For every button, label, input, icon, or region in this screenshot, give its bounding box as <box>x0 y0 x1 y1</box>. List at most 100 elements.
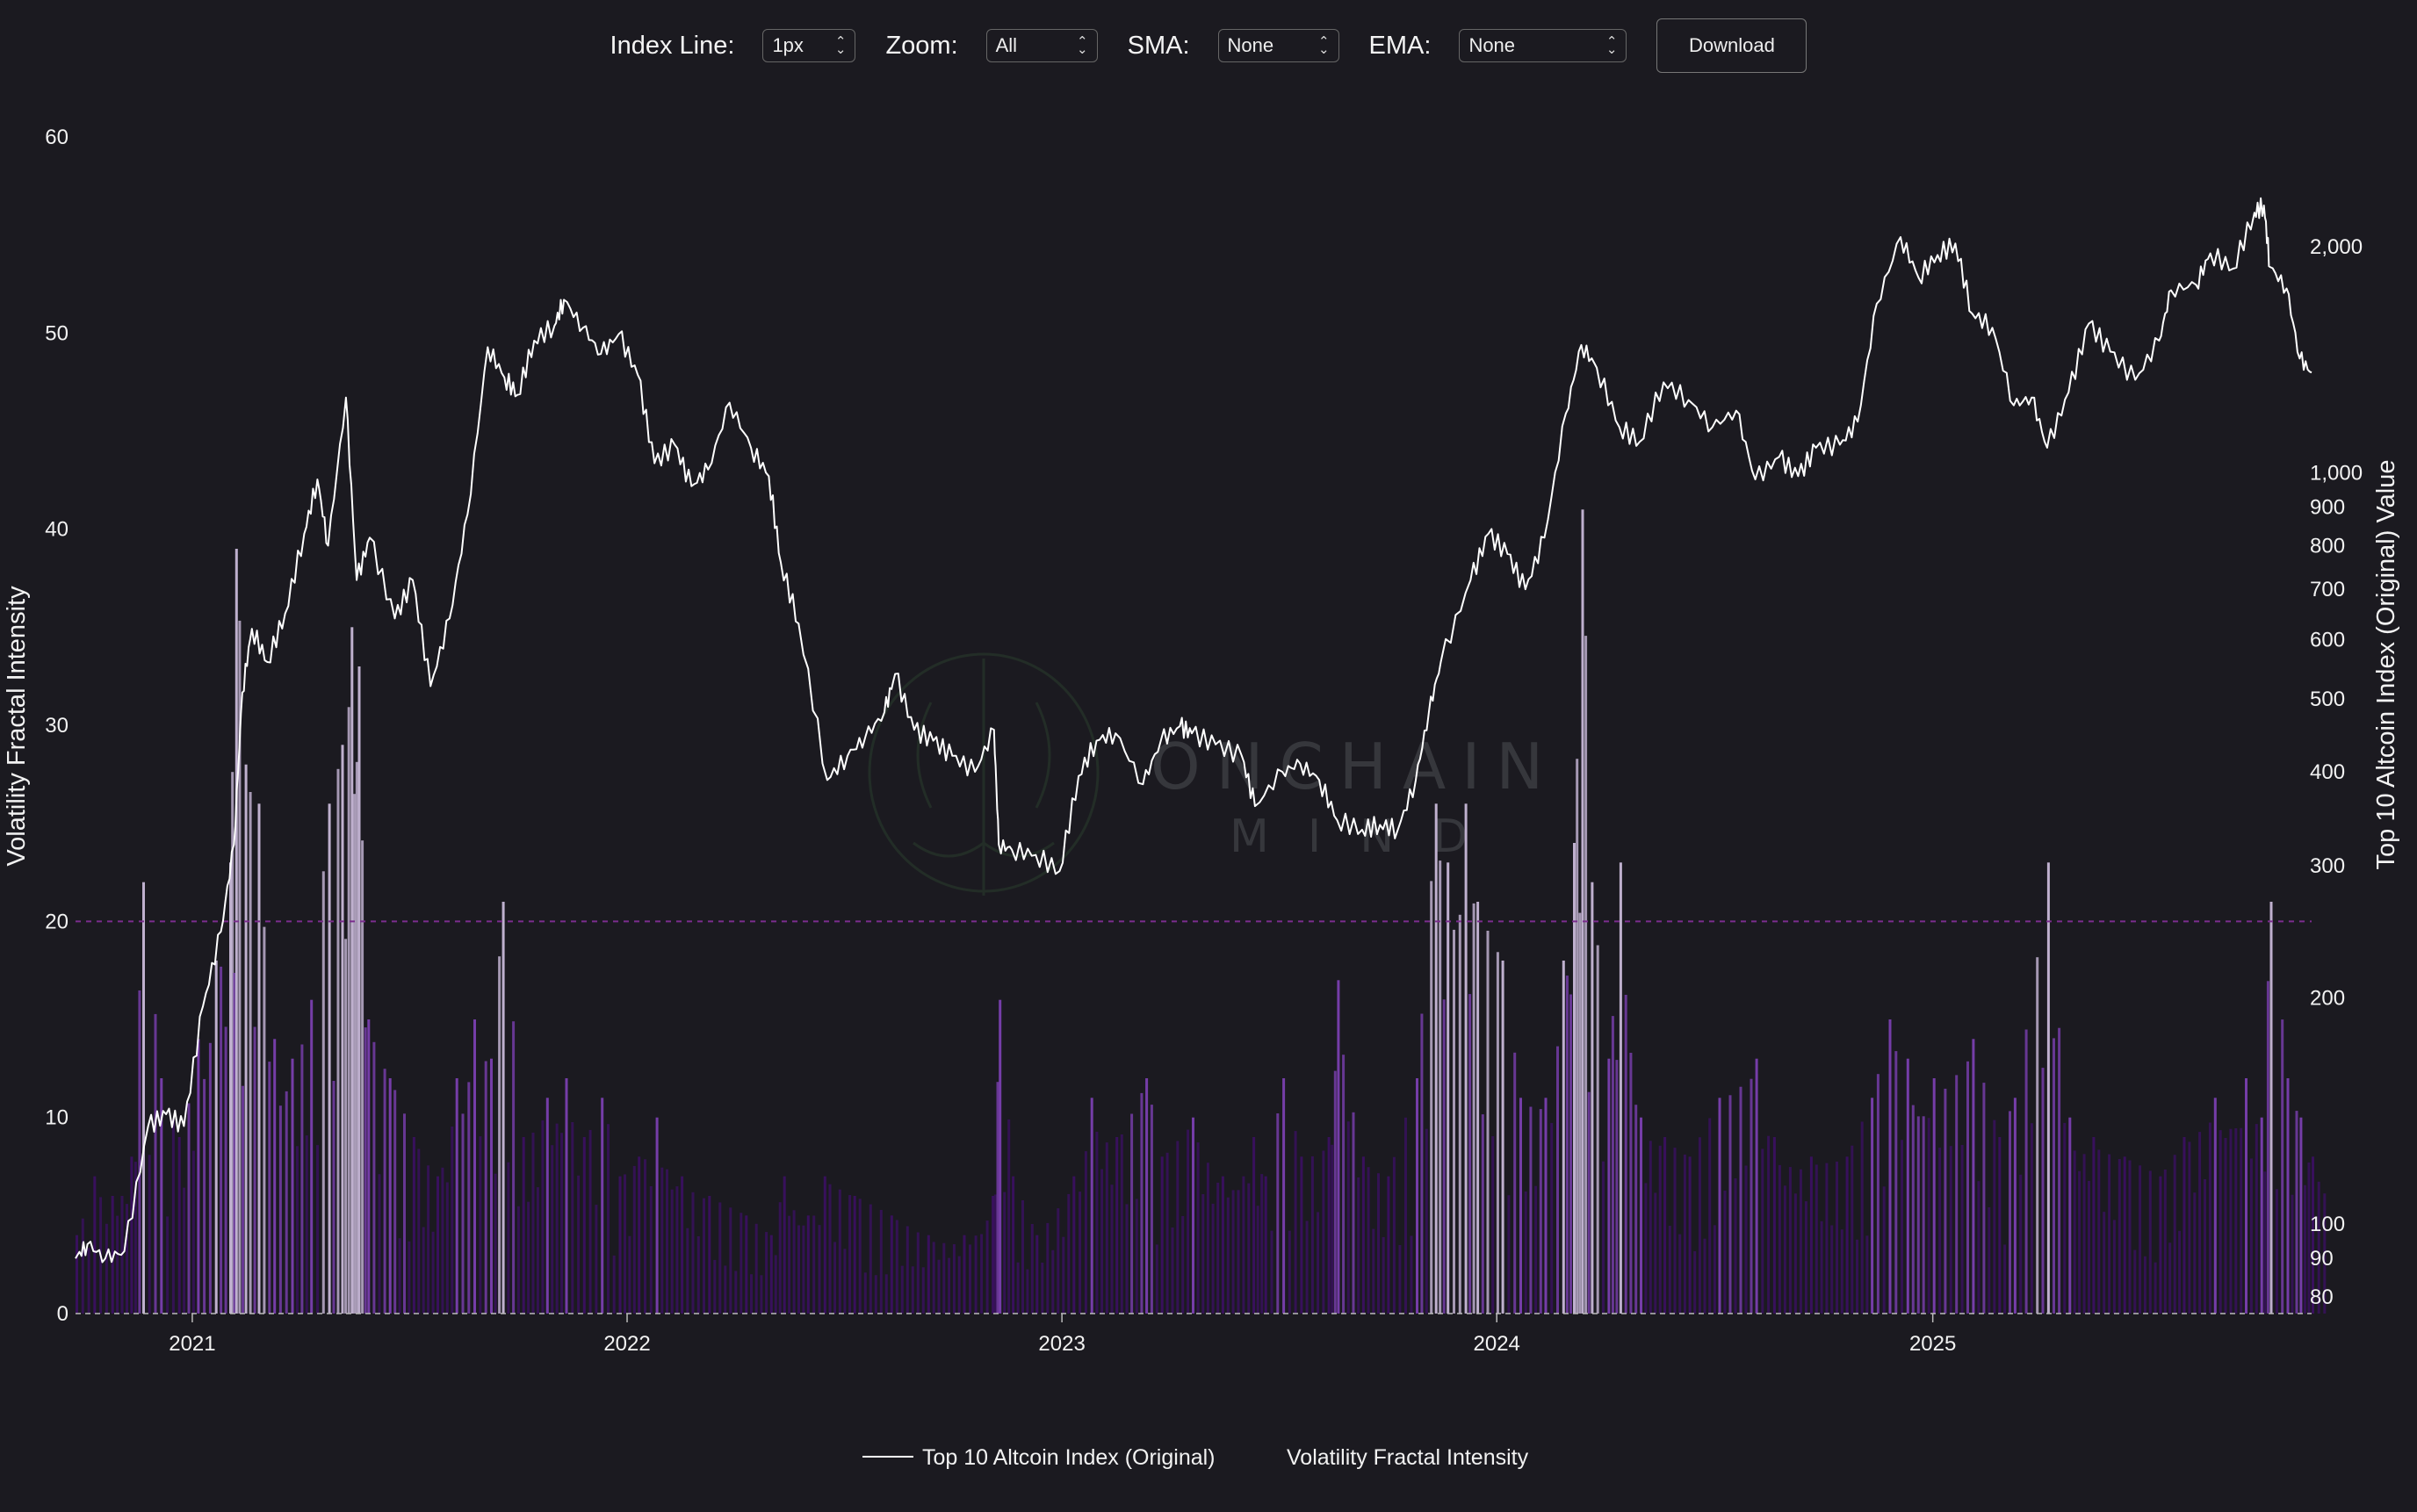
volatility-bar <box>244 764 248 1314</box>
volatility-bar <box>253 1026 256 1314</box>
volatility-bar <box>273 1039 277 1314</box>
volatility-bar <box>2159 1176 2162 1314</box>
volatility-bar <box>1718 1098 1721 1314</box>
volatility-bar <box>632 1165 636 1314</box>
volatility-bar <box>1793 1193 1797 1314</box>
volatility-bar <box>1596 945 1599 1314</box>
volatility-bar <box>1708 1118 1712 1314</box>
volatility-bar <box>2204 1179 2206 1314</box>
volatility-bar <box>750 1274 753 1314</box>
volatility-bar <box>1416 1078 1418 1314</box>
volatility-bar <box>937 1259 941 1314</box>
ema-select[interactable]: None ⌃ ⌄ <box>1459 29 1627 62</box>
left-tick-label: 50 <box>45 321 69 345</box>
volatility-bar <box>818 1225 821 1314</box>
volatility-bar <box>1130 1113 1134 1314</box>
volatility-bar <box>1836 1161 1838 1314</box>
volatility-bar <box>1361 1156 1365 1314</box>
volatility-bar <box>1894 1051 1898 1314</box>
volatility-bar <box>1565 976 1569 1314</box>
volatility-bar <box>336 768 340 1314</box>
volatility-bar <box>740 1213 743 1314</box>
zoom-value: All <box>995 34 1018 56</box>
volatility-bar <box>1327 1137 1331 1314</box>
volatility-bar <box>1809 1156 1813 1314</box>
volatility-bar <box>461 1113 465 1314</box>
volatility-bar <box>1949 1146 1952 1314</box>
volatility-bar <box>718 1202 722 1314</box>
volatility-bar <box>879 1210 883 1314</box>
left-tick-label: 30 <box>45 714 69 738</box>
volatility-bar <box>1453 929 1455 1314</box>
volatility-bar <box>1140 1092 1144 1314</box>
volatility-bar <box>2240 1127 2243 1314</box>
right-tick-label: 300 <box>2310 854 2345 878</box>
volatility-bar <box>1176 1141 1180 1314</box>
right-tick-label: 500 <box>2310 688 2345 711</box>
zoom-select[interactable]: All ⌃ ⌄ <box>985 29 1098 62</box>
left-axis-ticks: 0 10 20 30 40 50 60 <box>45 126 69 1326</box>
index-line <box>75 197 2312 1264</box>
right-tick-label: 900 <box>2310 496 2345 520</box>
volatility-bar <box>1673 1148 1677 1314</box>
volatility-bar <box>655 1117 659 1314</box>
volatility-bar <box>1982 1083 1986 1314</box>
volatility-bar <box>1640 1117 1642 1314</box>
volatility-bar <box>853 1196 856 1314</box>
volatility-bar <box>81 1218 84 1314</box>
volatility-bar <box>268 1062 271 1314</box>
volatility-bar <box>2249 1158 2253 1314</box>
right-tick-label: 100 <box>2310 1213 2345 1236</box>
volatility-bar <box>1035 1235 1039 1314</box>
download-button[interactable]: Download <box>1656 18 1807 73</box>
volatility-bar <box>355 761 358 1314</box>
volatility-bar <box>484 1061 487 1314</box>
select-arrows-icon: ⌃ ⌄ <box>1077 34 1088 57</box>
volatility-bar <box>1644 1183 1648 1314</box>
volatility-bar <box>1226 1197 1230 1314</box>
volatility-bar <box>138 990 141 1314</box>
right-tick-label: 800 <box>2310 534 2345 558</box>
volatility-bar <box>1472 903 1475 1314</box>
volatility-bar <box>310 999 314 1314</box>
volatility-bar <box>957 1256 961 1314</box>
index-line-select[interactable]: 1px ⌃ ⌄ <box>762 29 856 62</box>
volatility-bar <box>1084 1151 1087 1314</box>
volatility-bar <box>2317 1181 2320 1314</box>
volatility-bar <box>527 1201 530 1314</box>
volatility-bar <box>1237 1190 1240 1314</box>
legend-item-index[interactable]: Top 10 Altcoin Index (Original) <box>922 1445 1216 1470</box>
volatility-bar <box>1865 1235 1869 1314</box>
volatility-bar <box>2234 1128 2238 1314</box>
volatility-bar <box>417 1148 421 1314</box>
volatility-bar <box>2068 1117 2072 1314</box>
volatility-bar <box>1668 1226 1671 1314</box>
volatility-bar <box>571 1122 574 1314</box>
volatility-bar <box>1110 1184 1114 1314</box>
volatility-bar <box>778 1202 782 1314</box>
volatility-bar <box>1607 1058 1611 1314</box>
x-tick-label: 2023 <box>1038 1332 1085 1356</box>
volatility-bar <box>1922 1116 1925 1314</box>
volatility-bar <box>154 1013 157 1314</box>
volatility-bar <box>2299 1117 2303 1314</box>
volatility-bar <box>1430 881 1433 1314</box>
volatility-bar <box>177 1137 181 1314</box>
volatility-bar <box>341 745 344 1314</box>
volatility-bar <box>577 1175 581 1314</box>
volatility-bar <box>1404 1117 1407 1314</box>
volatility-bar <box>1916 1116 1920 1314</box>
volatility-bar <box>1051 1249 1055 1314</box>
volatility-bar <box>1342 1055 1346 1314</box>
volatility-bar <box>1090 1098 1093 1314</box>
volatility-bar <box>1392 1156 1396 1314</box>
legend[interactable]: Top 10 Altcoin Index (Original) Volatili… <box>862 1445 1529 1470</box>
volatility-bar <box>884 1274 888 1314</box>
volatility-bar <box>2112 1220 2116 1314</box>
sma-select[interactable]: None ⌃ ⌄ <box>1217 29 1339 62</box>
legend-item-volatility[interactable]: Volatility Fractal Intensity <box>1287 1445 1529 1470</box>
volatility-bar <box>1678 1234 1682 1314</box>
volatility-bar <box>1534 1185 1538 1314</box>
volatility-bar <box>249 792 252 1314</box>
volatility-bar <box>2046 862 2050 1314</box>
